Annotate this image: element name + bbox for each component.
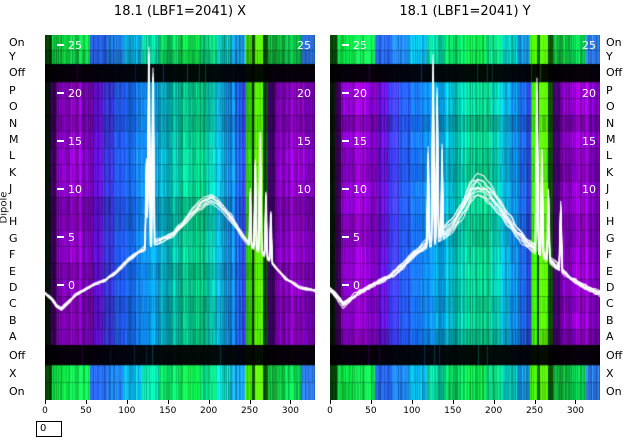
- row-label-on: On: [9, 35, 25, 49]
- x-tick-mark: [167, 400, 169, 404]
- row-label-l: L: [9, 149, 16, 163]
- x-tick-label: 150: [444, 406, 462, 416]
- x-tick-label: 250: [525, 406, 544, 416]
- row-label-h: H: [9, 215, 18, 229]
- row-label-off: Off: [9, 66, 26, 80]
- x-tick-label: 50: [80, 406, 92, 416]
- row-label-l: L: [606, 149, 613, 163]
- row-label-i: I: [9, 198, 13, 212]
- row-label-o: O: [606, 100, 615, 114]
- x-tick-label: 100: [118, 406, 136, 416]
- x-tick-label: 200: [485, 406, 503, 416]
- x-tick-mark: [45, 400, 46, 404]
- x-tick-mark: [575, 400, 577, 404]
- x-tick-label: 200: [200, 406, 218, 416]
- row-label-f: F: [606, 248, 613, 262]
- heatmap-panel-y: [330, 35, 600, 400]
- row-label-off: Off: [9, 348, 26, 362]
- row-label-k: K: [606, 165, 614, 179]
- row-label-g: G: [606, 231, 615, 245]
- panel-title-x: 18.1 (LBF1=2041) X: [113, 4, 247, 19]
- row-label-j: J: [606, 182, 610, 196]
- row-label-on: On: [9, 384, 25, 398]
- row-label-c: C: [9, 297, 17, 311]
- row-label-c: C: [606, 297, 614, 311]
- row-label-m: M: [9, 133, 19, 147]
- row-label-d: D: [606, 280, 615, 294]
- row-label-n: N: [9, 116, 18, 130]
- row-label-h: H: [606, 215, 615, 229]
- x-tick-label: 150: [159, 406, 177, 416]
- row-label-b: B: [9, 313, 17, 327]
- x-tick-label: 0: [327, 406, 333, 416]
- row-label-o: O: [9, 100, 18, 114]
- row-labels-left: On Y Off P O N M L K J I H G F E D C B A Off X On: [9, 35, 45, 400]
- x-tick-label: 250: [240, 406, 259, 416]
- x-axis-y: 0 50 100 150 200 250 300: [327, 400, 600, 424]
- row-label-y: Y: [9, 50, 16, 64]
- row-label-f: F: [9, 248, 16, 262]
- row-label-off: Off: [606, 348, 623, 362]
- row-label-p: P: [9, 83, 16, 97]
- row-label-j: J: [9, 182, 13, 196]
- x-tick-mark: [330, 400, 331, 404]
- row-label-p: P: [606, 83, 613, 97]
- x-tick-mark: [370, 400, 372, 404]
- row-label-e: E: [606, 264, 613, 278]
- row-label-m: M: [606, 133, 616, 147]
- x-tick-mark: [126, 400, 128, 404]
- x-tick-label: 300: [281, 406, 300, 416]
- row-label-on: On: [606, 35, 622, 49]
- row-labels-right: On Y Off P O N M L K J I H G F E D C B A Off X On: [606, 35, 640, 400]
- row-label-y: Y: [606, 50, 613, 64]
- x-tick-label: 300: [566, 406, 585, 416]
- x-tick-mark: [534, 400, 536, 404]
- row-label-x: X: [9, 367, 17, 380]
- row-label-n: N: [606, 116, 615, 130]
- row-label-x: X: [606, 367, 614, 380]
- x-tick-mark: [452, 400, 454, 404]
- x-tick-mark: [411, 400, 413, 404]
- row-label-on: On: [606, 384, 622, 398]
- x-tick-label: 100: [403, 406, 421, 416]
- panel-title-y: 18.1 (LBF1=2041) Y: [399, 4, 531, 19]
- row-label-b: B: [606, 313, 614, 327]
- x-tick-mark: [208, 400, 210, 404]
- row-label-e: E: [9, 264, 16, 278]
- row-label-off: Off: [606, 66, 623, 80]
- x-tick-label: 50: [365, 406, 377, 416]
- row-label-a: A: [606, 330, 614, 344]
- x-tick-mark: [249, 400, 251, 404]
- row-label-a: A: [9, 330, 17, 344]
- corner-spinbox[interactable]: 0: [36, 421, 62, 437]
- x-axis-x: 0 50 100 150 200 250 300: [42, 400, 315, 424]
- row-label-d: D: [9, 280, 18, 294]
- x-tick-mark: [290, 400, 292, 404]
- row-label-k: K: [9, 165, 17, 179]
- x-tick-label: 0: [42, 406, 48, 416]
- row-label-g: G: [9, 231, 18, 245]
- x-tick-mark: [493, 400, 495, 404]
- heatmap-panel-x: [45, 35, 315, 400]
- row-label-i: I: [606, 198, 610, 212]
- x-tick-mark: [85, 400, 87, 404]
